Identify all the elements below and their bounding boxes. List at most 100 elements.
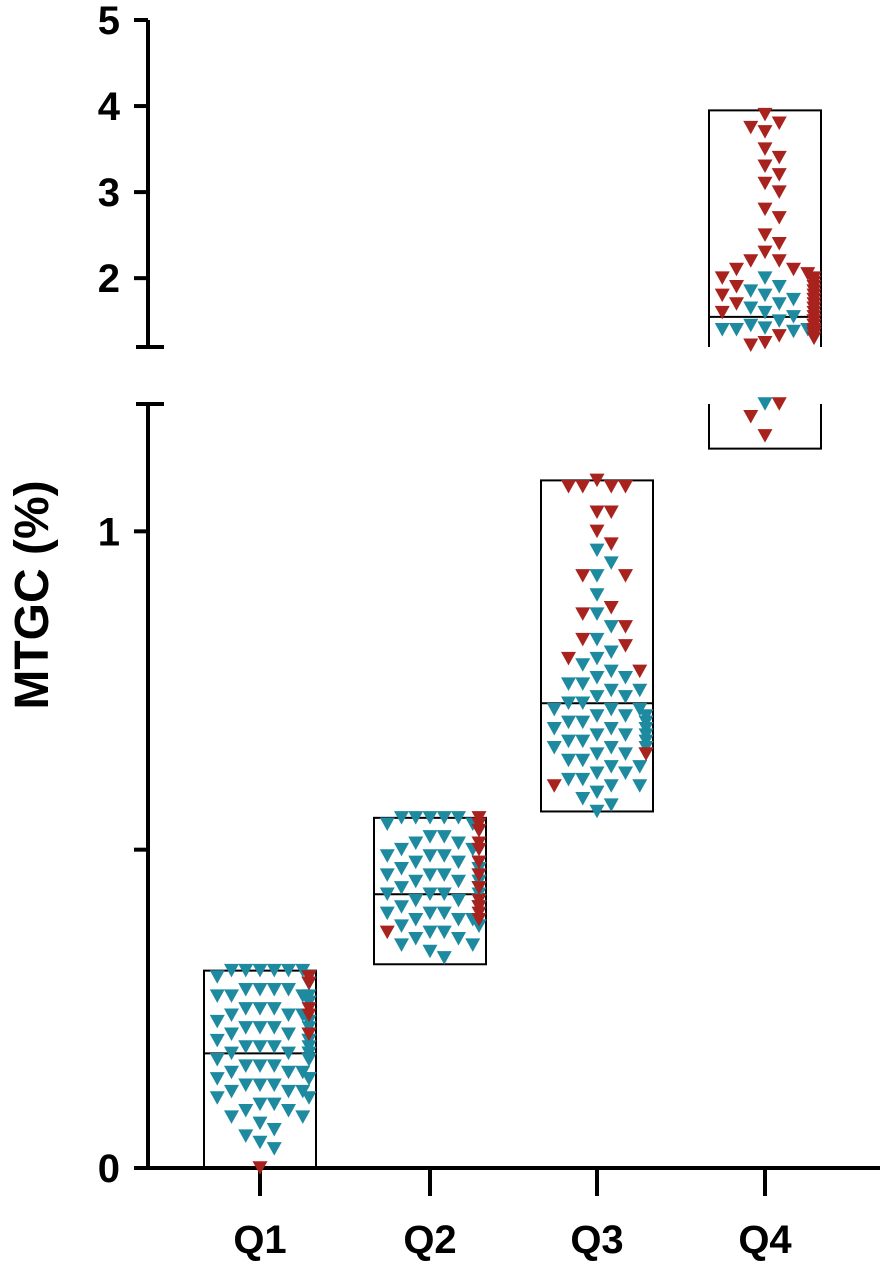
point-q3-red bbox=[589, 524, 605, 539]
point-q2-teal bbox=[451, 836, 466, 851]
point-q1-red bbox=[301, 976, 317, 991]
point-q1-teal bbox=[266, 1059, 282, 1073]
point-q3-teal bbox=[589, 785, 605, 800]
point-q1-teal bbox=[266, 1123, 282, 1137]
y-axis-title: MTGC (%) bbox=[6, 480, 59, 709]
point-q3-teal bbox=[561, 696, 576, 710]
point-q1-teal bbox=[252, 1116, 268, 1131]
point-q4-red bbox=[729, 280, 744, 294]
point-q1-teal bbox=[301, 1091, 317, 1105]
point-q3-teal bbox=[603, 556, 619, 570]
point-q3-teal bbox=[546, 721, 562, 736]
point-q3-red bbox=[575, 480, 591, 494]
point-q1-teal bbox=[238, 982, 254, 997]
point-q2-teal bbox=[422, 887, 438, 901]
point-q2-teal bbox=[379, 868, 395, 882]
point-q4-red bbox=[757, 202, 773, 217]
point-q2-teal bbox=[422, 868, 438, 882]
point-q3-teal bbox=[561, 677, 576, 691]
point-q2-teal bbox=[422, 849, 438, 863]
point-q1-teal bbox=[209, 1014, 225, 1029]
y-lower-tick-label: 0 bbox=[98, 1147, 120, 1191]
point-q3-red bbox=[603, 600, 619, 615]
point-q3-teal bbox=[589, 569, 605, 583]
point-q4-teal bbox=[757, 305, 773, 320]
point-q1-teal bbox=[281, 963, 296, 978]
point-q1-teal bbox=[238, 1059, 254, 1073]
point-q4-red bbox=[771, 397, 787, 411]
point-q3-teal bbox=[618, 709, 633, 723]
point-q3-teal bbox=[618, 747, 633, 761]
point-layer bbox=[209, 107, 822, 1175]
point-q1-teal bbox=[281, 1103, 296, 1118]
point-q4-red bbox=[757, 107, 773, 122]
point-q3-teal bbox=[589, 690, 605, 704]
point-q4-red bbox=[757, 245, 773, 260]
point-q2-teal bbox=[436, 868, 452, 882]
point-q2-teal bbox=[408, 893, 424, 908]
point-q4-teal bbox=[757, 288, 773, 303]
point-q1-teal bbox=[252, 1135, 268, 1150]
point-q2-teal bbox=[436, 951, 452, 965]
point-q4-red bbox=[757, 142, 773, 156]
point-q4-red bbox=[743, 120, 759, 135]
point-q2-teal bbox=[451, 893, 466, 908]
point-q4-red bbox=[714, 288, 730, 303]
point-q4-teal bbox=[714, 323, 730, 337]
point-q1-teal bbox=[252, 1078, 268, 1092]
point-q3-teal bbox=[632, 760, 648, 774]
x-tick-label-q3: Q3 bbox=[570, 1218, 623, 1262]
point-q2-teal bbox=[408, 912, 424, 927]
point-q3-teal bbox=[589, 588, 605, 602]
point-q4-red bbox=[806, 331, 822, 346]
point-q3-teal bbox=[589, 766, 605, 781]
point-q3-red bbox=[589, 505, 605, 519]
point-q3-teal bbox=[575, 658, 591, 672]
point-q3-teal bbox=[589, 607, 605, 621]
point-q2-red bbox=[471, 881, 487, 895]
point-q2-teal bbox=[394, 919, 409, 933]
point-q3-teal bbox=[589, 651, 605, 666]
point-q1-teal bbox=[209, 1072, 225, 1086]
y-upper-tick-label: 3 bbox=[98, 171, 120, 215]
point-q4-red bbox=[729, 297, 744, 311]
point-q1-teal bbox=[238, 1002, 254, 1016]
point-q3-teal bbox=[589, 804, 605, 819]
point-q4-red bbox=[729, 262, 744, 277]
point-q1-teal bbox=[209, 970, 225, 984]
point-q2-teal bbox=[436, 849, 452, 863]
point-q1-teal bbox=[252, 982, 268, 997]
point-q3-teal bbox=[575, 791, 591, 806]
point-q3-teal bbox=[589, 747, 605, 761]
point-q4-red bbox=[757, 125, 773, 139]
x-tick-label-q1: Q1 bbox=[233, 1218, 286, 1262]
point-q3-teal bbox=[589, 671, 605, 685]
point-q4-red bbox=[714, 271, 730, 285]
point-q4-teal bbox=[743, 318, 759, 333]
point-q3-teal bbox=[589, 632, 605, 647]
point-q1-teal bbox=[238, 1103, 254, 1118]
point-q3-teal bbox=[575, 734, 591, 749]
point-q2-teal bbox=[408, 874, 424, 889]
point-q2-red bbox=[471, 855, 487, 870]
point-q4-teal bbox=[743, 284, 759, 298]
point-q2-teal bbox=[394, 881, 409, 895]
point-q1-teal bbox=[224, 1065, 239, 1080]
point-q1-teal bbox=[252, 1021, 268, 1035]
point-q1-teal bbox=[252, 1002, 268, 1016]
point-q3-teal bbox=[632, 779, 648, 793]
point-q4-red bbox=[771, 329, 787, 343]
point-q3-teal bbox=[575, 772, 591, 787]
y-upper-tick-label: 4 bbox=[98, 85, 121, 129]
point-q4-red bbox=[757, 159, 773, 174]
point-q3-teal bbox=[603, 798, 619, 812]
point-q3-teal bbox=[575, 677, 591, 691]
point-q3-teal bbox=[603, 664, 619, 679]
point-q3-teal bbox=[603, 779, 619, 793]
point-q4-teal bbox=[786, 310, 801, 324]
point-q1-teal bbox=[252, 1059, 268, 1073]
point-q3-red bbox=[632, 664, 648, 679]
point-q2-teal bbox=[394, 900, 409, 914]
point-q4-teal bbox=[771, 280, 787, 294]
point-q4-red bbox=[743, 409, 759, 424]
